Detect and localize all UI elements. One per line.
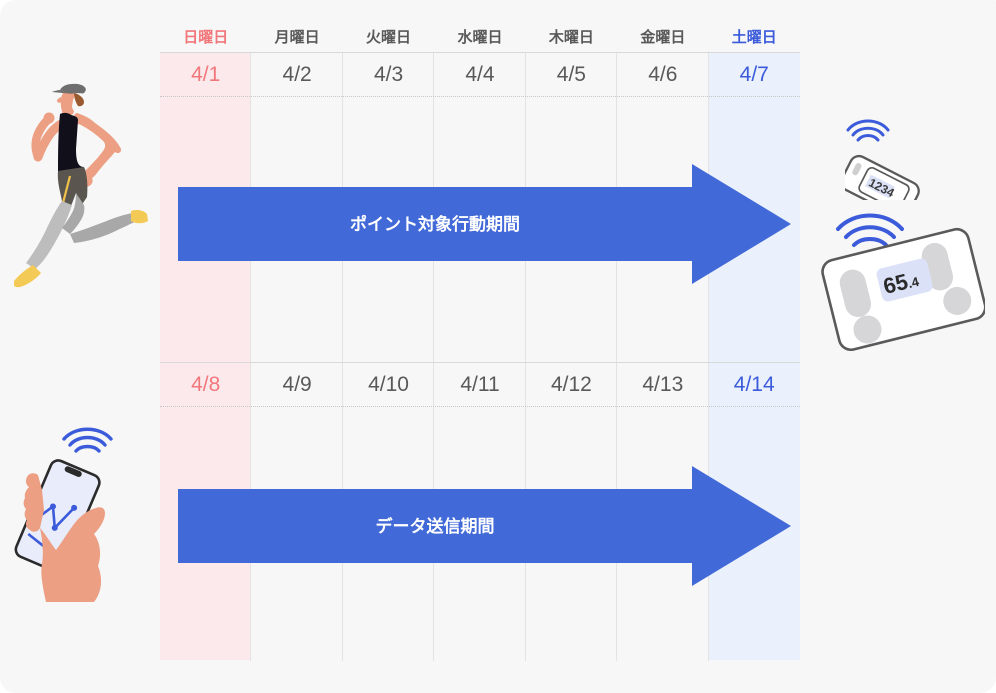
svg-text:データ送信期間: データ送信期間 [376, 516, 495, 536]
svg-text:ポイント対象行動期間: ポイント対象行動期間 [350, 214, 520, 234]
